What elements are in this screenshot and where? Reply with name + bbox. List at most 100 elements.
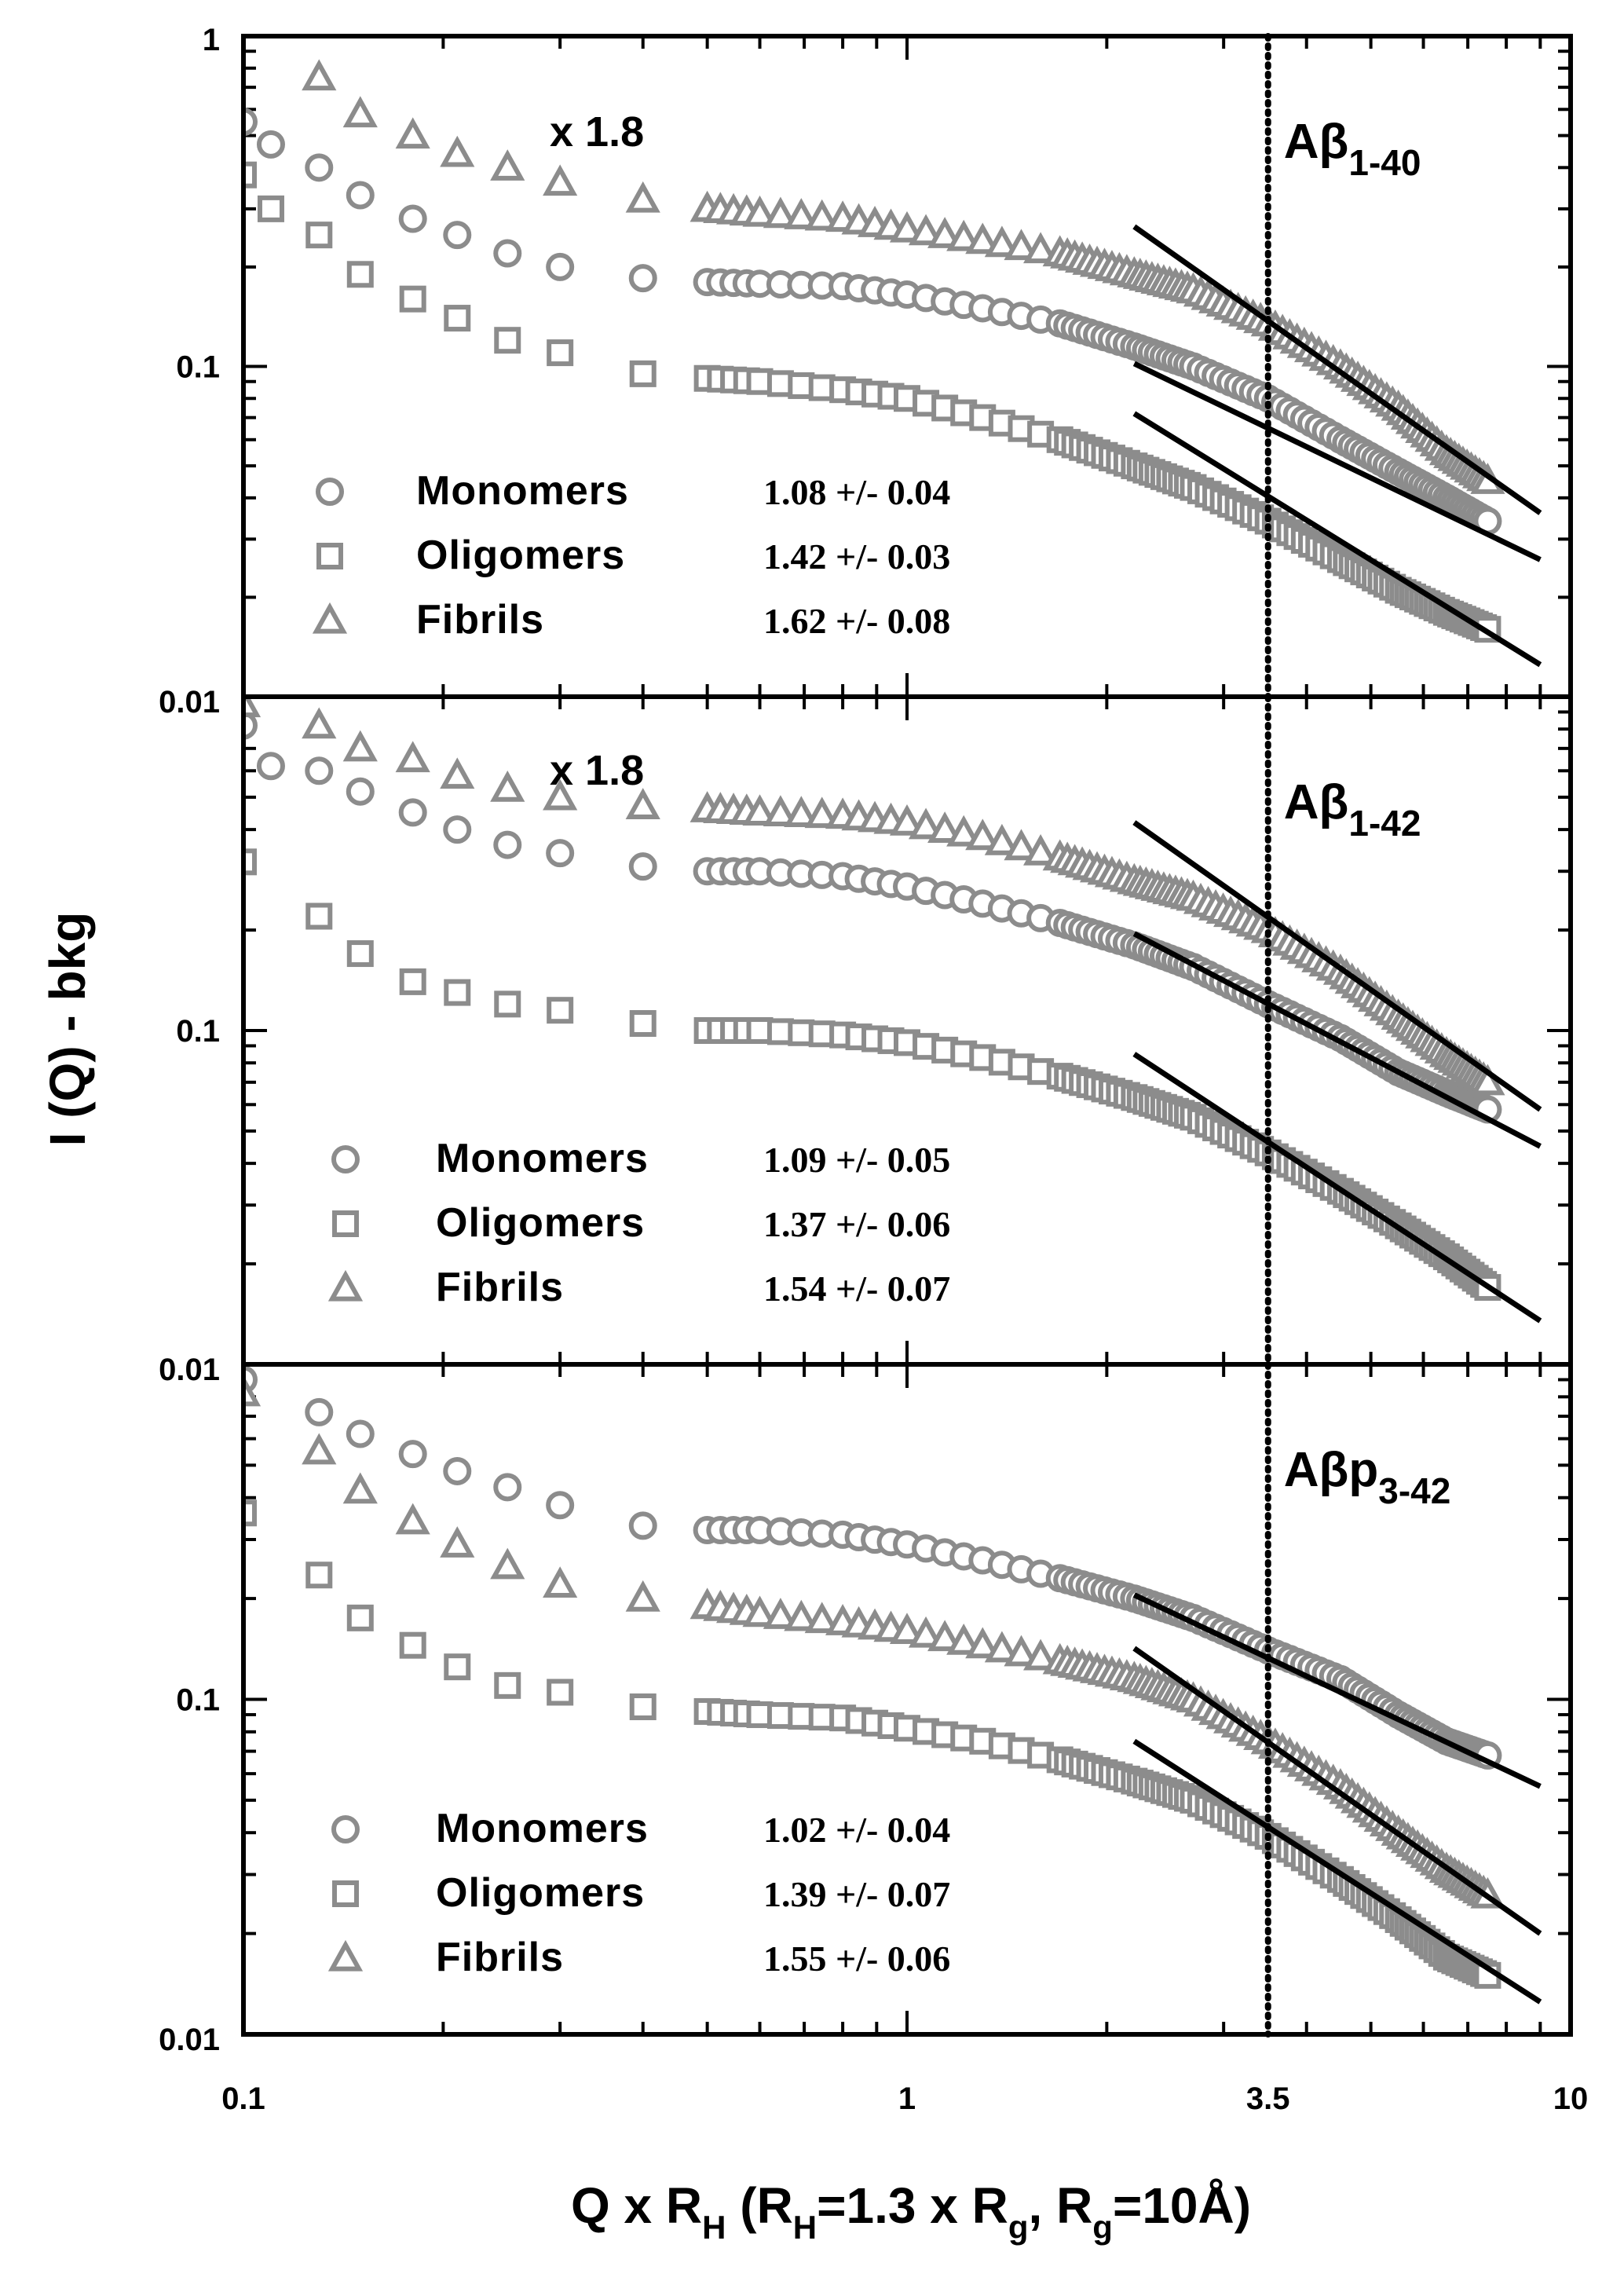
data-point-circle bbox=[628, 1511, 657, 1540]
data-point-triangle bbox=[243, 697, 262, 718]
data-point-triangle bbox=[946, 1623, 982, 1655]
data-point-square bbox=[547, 997, 574, 1024]
panel-label: Aβ1-40 bbox=[1284, 115, 1421, 183]
fit-line-oligomers bbox=[1132, 1052, 1542, 1324]
data-point-circle bbox=[305, 756, 334, 785]
y-tick-label: 0.1 bbox=[176, 350, 220, 385]
data-point-circle bbox=[443, 1456, 472, 1485]
data-point-triangle bbox=[784, 796, 819, 828]
data-point-circle bbox=[546, 1491, 575, 1520]
data-point-square bbox=[257, 195, 284, 222]
legend-label: Oligomers bbox=[436, 1200, 645, 1246]
y-tick-label: 0.01 bbox=[159, 2023, 220, 2057]
x-tick-label: 10 bbox=[1553, 2081, 1589, 2116]
x-axis-title-subscript: H bbox=[793, 2209, 817, 2246]
panel-label-subscript: 1-42 bbox=[1348, 803, 1421, 844]
scale-note: x 1.8 bbox=[550, 747, 644, 794]
y-tick-label: 1 bbox=[203, 23, 220, 57]
data-point-triangle bbox=[946, 815, 982, 847]
data-point-triangle bbox=[927, 217, 963, 248]
markers bbox=[243, 59, 1505, 643]
fit-line-monomers bbox=[1132, 1592, 1542, 1789]
data-point-triangle bbox=[490, 149, 525, 181]
data-point-triangle bbox=[302, 707, 337, 739]
data-point-square bbox=[444, 1653, 471, 1681]
data-point-triangle bbox=[1023, 232, 1059, 264]
data-point-triangle bbox=[908, 214, 944, 246]
x-axis-title-part: =10Å) bbox=[1113, 2177, 1251, 2234]
data-point-square bbox=[629, 360, 657, 387]
data-point-circle bbox=[243, 711, 258, 740]
legend-slope-value: 1.55 +/- 0.06 bbox=[763, 1939, 950, 1979]
data-point-triangle bbox=[302, 1433, 337, 1465]
data-point-circle bbox=[256, 130, 285, 159]
data-point-circle bbox=[443, 221, 472, 250]
data-point-square bbox=[243, 161, 257, 189]
panel-frame bbox=[241, 1362, 1573, 2037]
data-point-triangle bbox=[784, 1599, 819, 1631]
panel-label: Aβp3-42 bbox=[1284, 1443, 1451, 1511]
data-point-triangle bbox=[1004, 229, 1039, 261]
data-point-triangle bbox=[440, 1526, 475, 1558]
data-point-circle bbox=[443, 815, 472, 844]
data-point-circle bbox=[546, 252, 575, 281]
data-point-square bbox=[243, 848, 257, 876]
data-point-square bbox=[243, 1499, 257, 1527]
legend-label: Fibrils bbox=[416, 597, 544, 643]
fit-line-monomers bbox=[1132, 931, 1542, 1149]
data-point-circle bbox=[346, 181, 375, 210]
legend-slope-value: 1.08 +/- 0.04 bbox=[763, 472, 950, 512]
legend-marker-circle bbox=[316, 478, 344, 506]
y-axis-title: I (Q) - bkg bbox=[39, 912, 96, 1147]
data-point-square bbox=[305, 903, 333, 930]
data-point-triangle bbox=[543, 778, 578, 811]
legend-marker-triangle bbox=[312, 602, 348, 634]
legend-marker-circle bbox=[331, 1145, 360, 1173]
data-point-triangle bbox=[984, 1631, 1019, 1663]
series-monomers bbox=[243, 108, 1502, 536]
legend-slope-value: 1.54 +/- 0.07 bbox=[763, 1269, 950, 1309]
data-point-square bbox=[494, 1671, 521, 1699]
data-point-square bbox=[346, 1604, 374, 1631]
data-point-triangle bbox=[804, 199, 839, 231]
data-point-triangle bbox=[1023, 833, 1059, 866]
legend-label: Fibrils bbox=[436, 1935, 564, 1980]
data-point-triangle bbox=[742, 195, 777, 227]
data-point-triangle bbox=[889, 804, 925, 836]
legend-slope-value: 1.09 +/- 0.05 bbox=[763, 1140, 950, 1180]
data-point-triangle bbox=[342, 730, 378, 762]
data-point-triangle bbox=[927, 1620, 963, 1652]
legend-marker-triangle bbox=[327, 1269, 364, 1302]
data-point-triangle bbox=[395, 741, 430, 773]
data-point-square bbox=[547, 339, 574, 367]
panel-2: 0.1 0.01 Aβ1-42 x 1.8 Monomers 1.09 +/- 0.05 O… bbox=[159, 694, 1573, 1387]
data-point-triangle bbox=[1470, 1064, 1505, 1096]
data-point-triangle bbox=[302, 59, 337, 91]
data-point-triangle bbox=[965, 222, 1000, 254]
data-point-triangle bbox=[625, 1580, 660, 1612]
data-point-triangle bbox=[625, 181, 660, 213]
data-point-square bbox=[547, 1679, 574, 1706]
data-point-circle bbox=[243, 108, 258, 137]
legend-label: Monomers bbox=[416, 468, 629, 514]
legend-slope-value: 1.02 +/- 0.04 bbox=[763, 1810, 950, 1850]
data-point-triangle bbox=[1004, 1635, 1039, 1667]
legend-slope-value: 1.37 +/- 0.06 bbox=[763, 1204, 950, 1244]
markers bbox=[243, 697, 1505, 1302]
data-point-triangle bbox=[965, 818, 1000, 851]
data-point-triangle bbox=[342, 96, 378, 128]
data-point-triangle bbox=[984, 225, 1019, 258]
x-axis-title-part: , R bbox=[1029, 2177, 1093, 2234]
scale-note: x 1.8 bbox=[550, 108, 644, 156]
data-point-square bbox=[346, 261, 374, 288]
data-point-triangle bbox=[395, 1503, 430, 1535]
data-point-triangle bbox=[965, 1627, 1000, 1659]
data-point-triangle bbox=[1004, 829, 1039, 861]
x-axis-title: Q x RH (RH=1.3 x Rg, Rg=10Å) bbox=[571, 2177, 1251, 2246]
data-point-triangle bbox=[763, 795, 799, 827]
panel-label-subscript: 1-40 bbox=[1348, 142, 1421, 183]
data-point-triangle bbox=[889, 1613, 925, 1645]
data-point-square bbox=[444, 979, 471, 1006]
fit-line-monomers bbox=[1132, 361, 1542, 562]
data-point-square bbox=[399, 1631, 426, 1659]
